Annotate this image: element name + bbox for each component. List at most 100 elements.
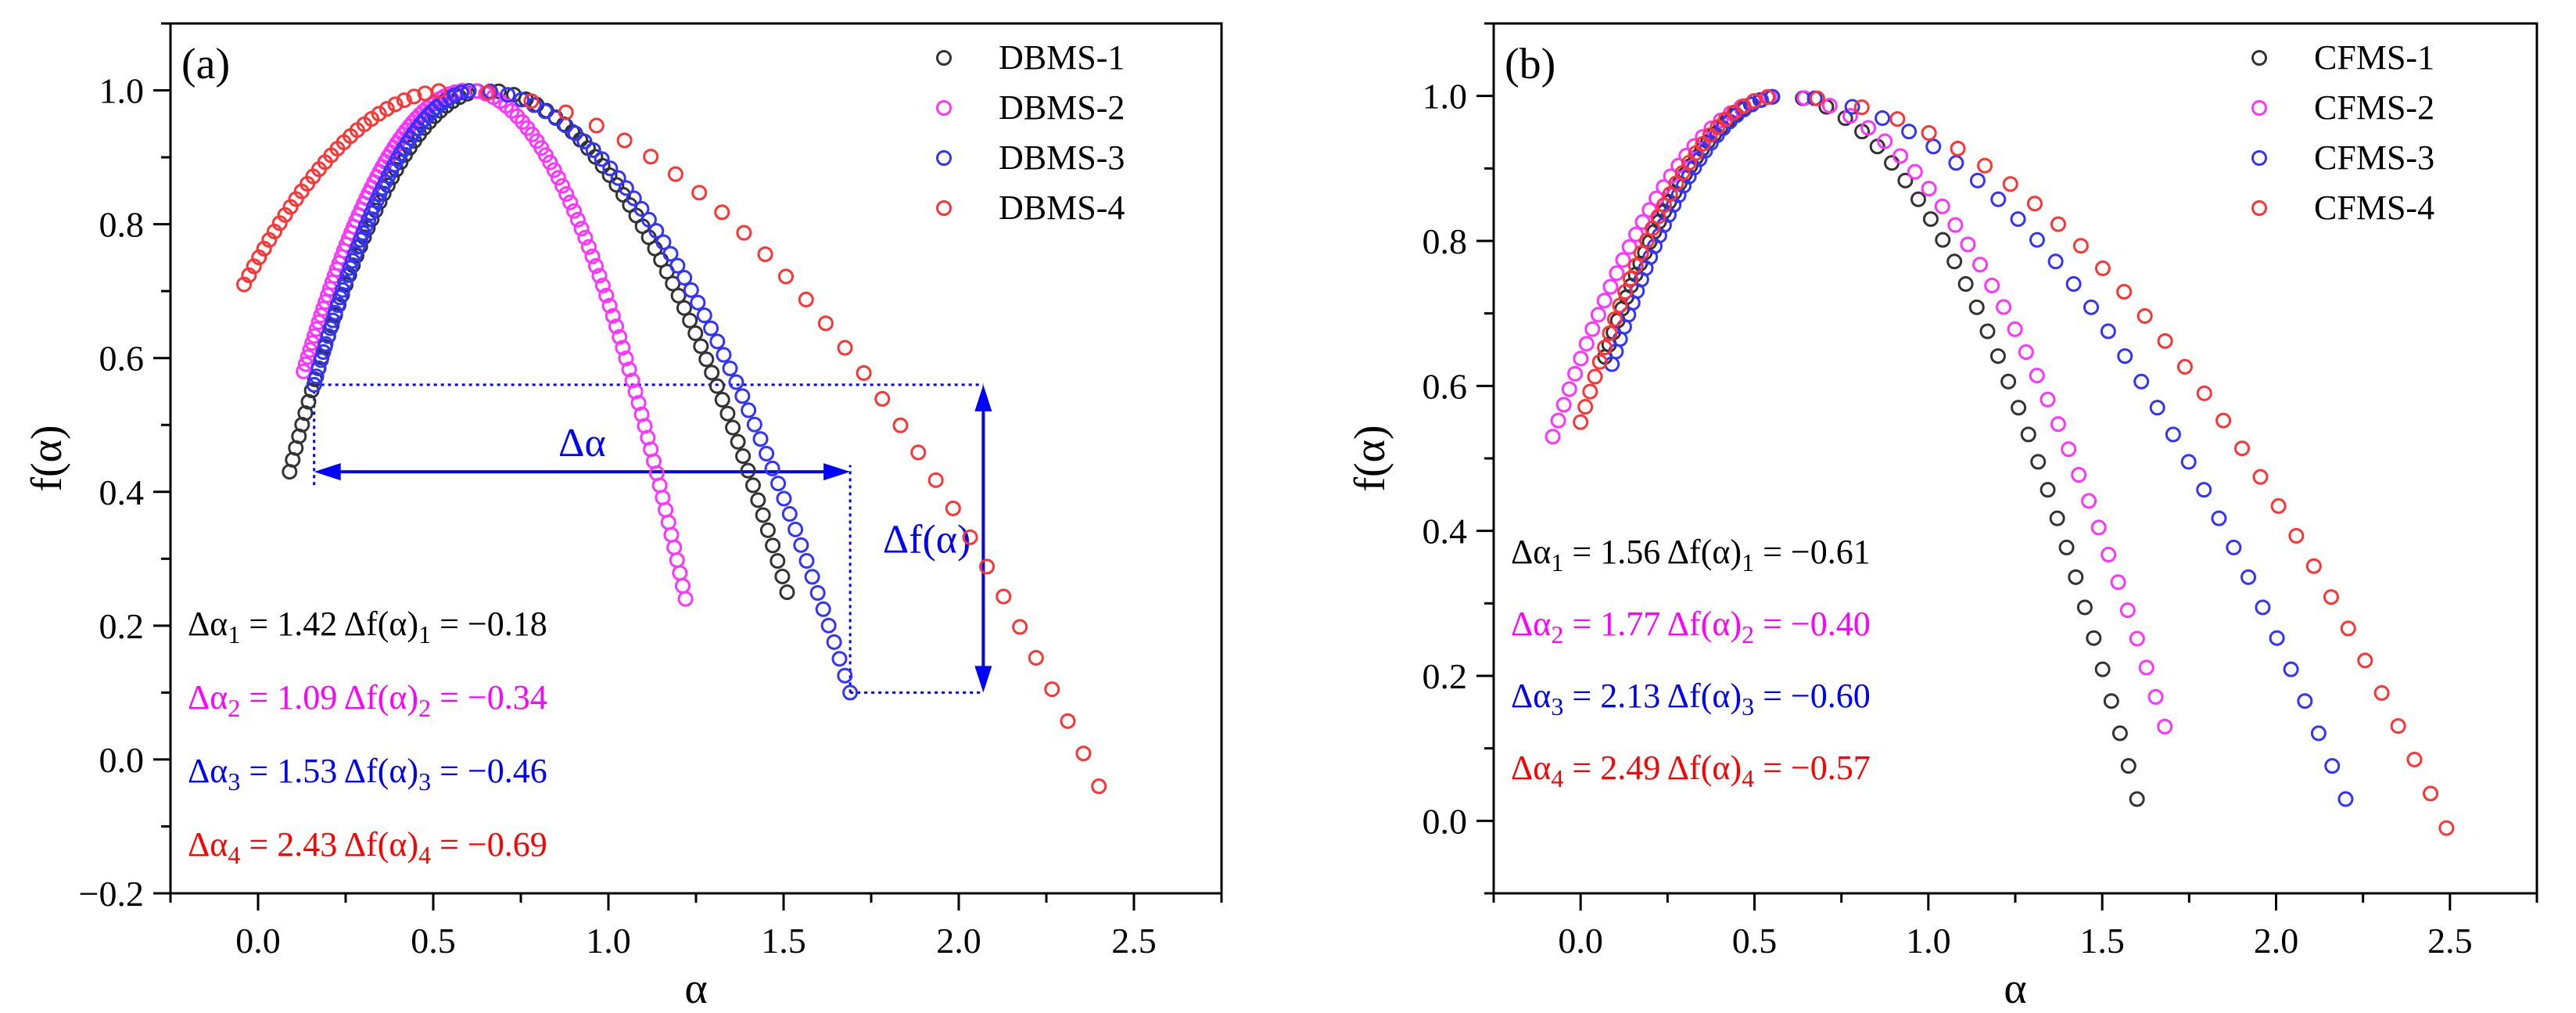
data-point: [2337, 791, 2354, 807]
data-point: [1897, 172, 1914, 189]
data-point: [1809, 90, 1825, 106]
stats-token: 1: [1551, 548, 1563, 577]
data-point: [1935, 232, 1951, 248]
data-point: [716, 347, 732, 363]
data-point: [670, 287, 687, 304]
delta-f-arrowhead-bottom: [974, 666, 992, 693]
data-point: [1617, 284, 1634, 300]
stats-token: Δα: [1511, 605, 1551, 643]
data-point: [453, 84, 469, 101]
data-point: [658, 501, 674, 518]
data-point: [1633, 245, 1649, 261]
data-point: [1612, 297, 1628, 314]
data-point: [601, 297, 618, 314]
data-point: [2065, 276, 2082, 293]
stats-token: Δα: [1511, 749, 1551, 787]
data-point: [2390, 718, 2406, 735]
x-tick-label: 0.0: [235, 921, 281, 961]
data-point: [2000, 373, 2017, 390]
legend-marker: [2251, 100, 2267, 116]
y-tick-label: 1.0: [1423, 77, 1468, 117]
data-point: [542, 154, 558, 171]
data-point: [2026, 196, 2043, 212]
data-point: [1979, 323, 1996, 339]
data-point: [1948, 155, 1964, 171]
legend-marker: [936, 200, 952, 216]
data-point: [1615, 252, 1631, 268]
x-axis-title: α: [684, 965, 707, 1009]
data-point: [815, 601, 831, 617]
data-point: [770, 476, 787, 492]
stats-token: 2: [1742, 620, 1754, 648]
data-point: [322, 320, 339, 336]
data-point: [676, 300, 692, 316]
x-axis-title: α: [2004, 965, 2026, 1009]
data-point: [2297, 693, 2313, 709]
data-point: [350, 239, 366, 255]
data-point: [1844, 99, 1860, 115]
data-point: [318, 336, 334, 352]
data-point: [669, 257, 686, 274]
data-point: [585, 142, 601, 158]
data-point: [698, 351, 715, 368]
data-point: [741, 402, 757, 418]
data-point: [2049, 510, 2065, 526]
data-point: [1884, 155, 1900, 171]
data-point: [2050, 216, 2066, 232]
data-point: [2040, 482, 2056, 498]
stats-token: Δα: [1511, 677, 1551, 715]
data-point: [804, 569, 820, 585]
data-point: [1925, 138, 1942, 155]
data-point: [523, 93, 540, 110]
data-point: [2029, 232, 2045, 248]
data-point: [352, 232, 368, 248]
data-point: [1606, 311, 1623, 328]
legend-marker: [936, 150, 952, 166]
data-point: [2010, 211, 2026, 228]
data-point: [537, 103, 554, 120]
data-point: [2094, 661, 2111, 677]
stats-line: Δα1 = 1.56 Δf(α)1 = −0.61: [1511, 533, 1871, 577]
data-point: [2270, 498, 2287, 514]
data-point: [1921, 181, 1937, 197]
data-point: [344, 253, 361, 269]
data-point: [2373, 684, 2390, 701]
data-point: [2030, 454, 2047, 470]
data-point: [687, 325, 704, 342]
y-axis-title: f(α): [23, 425, 71, 491]
x-tick-label: 1.0: [586, 921, 631, 961]
stats-token: 1.42: [277, 605, 337, 643]
data-point: [1922, 211, 1939, 228]
stats-token: 4: [418, 841, 431, 869]
data-point: [1996, 299, 2012, 315]
data-point: [2094, 260, 2111, 277]
data-point: [755, 507, 771, 523]
data-point: [740, 462, 756, 479]
data-point: [2357, 652, 2373, 669]
data-point: [1968, 299, 1985, 315]
data-point: [1910, 191, 1926, 207]
data-point: [387, 96, 404, 113]
series-dbms-2: [296, 83, 694, 607]
data-point: [2138, 659, 2154, 676]
stats-token: 2: [1551, 620, 1563, 648]
data-point: [2100, 323, 2116, 339]
stats-token: 2.49: [1600, 749, 1660, 787]
data-point: [793, 537, 809, 553]
data-point: [406, 88, 422, 105]
data-point: [703, 320, 719, 336]
data-point: [480, 84, 497, 101]
stats-token: 3: [228, 767, 240, 796]
data-point: [2040, 391, 2056, 408]
data-point: [320, 328, 336, 344]
y-tick-label: −0.2: [79, 874, 144, 914]
panel-b: 0.0 0.5 1.0 1.5 2.0 2.5 0.0 0.2 0.4 0.6 0.8 1.0 α f(α…: [1346, 22, 2538, 1013]
data-point: [2101, 547, 2117, 563]
data-point: [554, 178, 571, 194]
data-point: [2117, 348, 2133, 365]
data-point: [979, 559, 996, 575]
data-point: [690, 294, 706, 311]
data-point: [826, 634, 842, 650]
data-point: [837, 667, 853, 684]
